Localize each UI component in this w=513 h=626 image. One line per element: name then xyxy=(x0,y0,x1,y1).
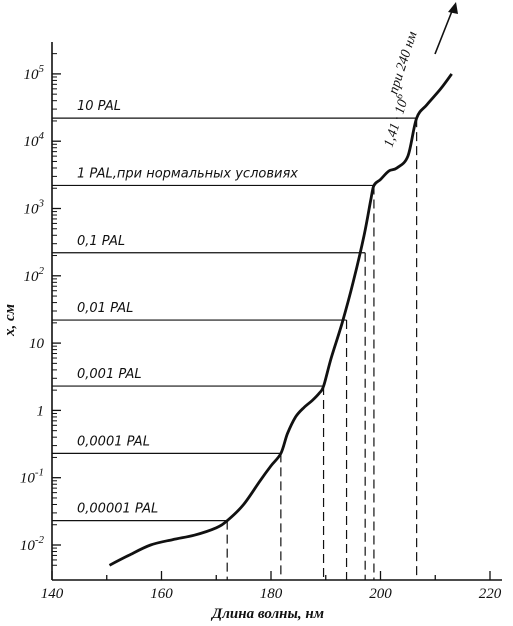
x-axis-title: Длина волны, нм xyxy=(210,606,324,622)
y-tick-label: 10 xyxy=(29,336,45,352)
absorption-curve-line xyxy=(108,73,453,567)
svg-text:1,41 · 106: 1,41 · 106 xyxy=(379,92,413,149)
x-tick-labels: 140 160 180 200 220 xyxy=(41,586,502,602)
pal-level-label: 0,01 PAL xyxy=(77,301,133,316)
y-tick-label: 103 xyxy=(24,198,45,218)
pal-levels: 10 PAL 1 PAL,при нормальных условиях 0,1 P… xyxy=(52,99,418,580)
pal-level-label: 0,1 PAL xyxy=(77,234,125,249)
y-tick-label: 10-1 xyxy=(20,467,44,487)
x-tick-label: 140 xyxy=(41,586,64,602)
annotation-mantissa: 1,41 · 10 xyxy=(382,98,411,149)
annotation-wavelength: при 240 нм xyxy=(386,30,420,96)
y-tick-label: 102 xyxy=(24,265,45,285)
chart-axes xyxy=(51,42,502,581)
x-tick-label: 160 xyxy=(150,586,173,602)
x-tick-label: 200 xyxy=(369,586,392,602)
annotation-exp: 6 xyxy=(394,92,406,100)
x-tick-label: 180 xyxy=(260,586,283,602)
y-tick-label: 105 xyxy=(24,63,45,83)
pal-level-label: 0,0001 PAL xyxy=(77,434,150,449)
pal-level-label: 0,001 PAL xyxy=(77,367,142,382)
absorption-curve xyxy=(108,73,453,567)
y-tick-label: 104 xyxy=(24,130,45,150)
y-axis-title: x, см xyxy=(2,304,18,337)
pal-level-label: 10 PAL xyxy=(77,99,121,114)
pal-level-label: 0,00001 PAL xyxy=(77,502,158,517)
annotation: 1,41 · 106 при 240 нм xyxy=(379,30,421,150)
x-tick-label: 220 xyxy=(479,586,502,602)
y-tick-label: 10-2 xyxy=(20,534,45,554)
y-tick-labels: 10-2 10-1 1 10 102 103 104 105 xyxy=(20,63,45,554)
y-tick-label: 1 xyxy=(37,403,45,419)
annotation-arrow xyxy=(434,2,458,55)
pal-level-label: 1 PAL,при нормальных условиях xyxy=(77,166,298,181)
